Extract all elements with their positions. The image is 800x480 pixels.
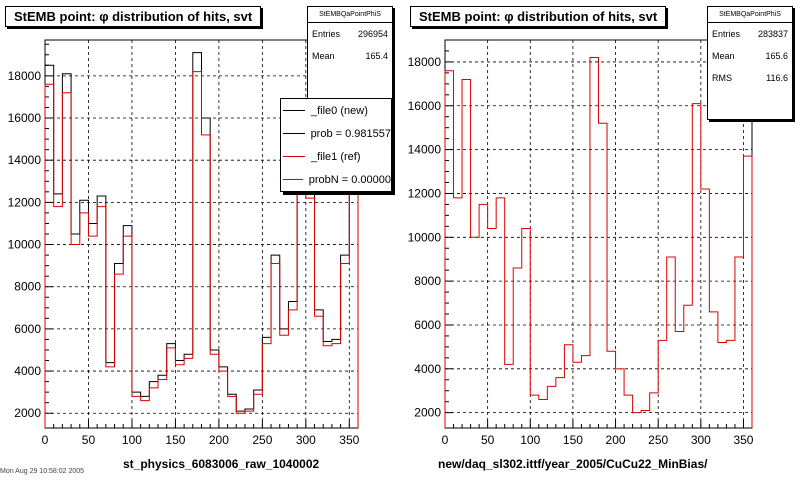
right-xtick-label: 100 bbox=[520, 433, 540, 447]
left-xtick-label: 350 bbox=[339, 433, 359, 447]
right-stats-name: StEMBQaPointPhiS bbox=[708, 7, 792, 23]
left-stats-label: Mean bbox=[312, 51, 335, 61]
right-ytick-label: 4000 bbox=[414, 362, 441, 376]
legend-label: _file0 (new) bbox=[311, 104, 368, 117]
right-ytick-label: 10000 bbox=[408, 230, 442, 244]
right-stats-box: StEMBQaPointPhiS Entries 283837 Mean 165… bbox=[707, 6, 793, 120]
right-ytick-label: 16000 bbox=[408, 99, 442, 113]
left-legend: _file0 (new) prob = 0.981557 _file1 (ref… bbox=[280, 98, 392, 192]
right-stats-rms: RMS 116.6 bbox=[708, 67, 792, 89]
left-stats-value: 296954 bbox=[357, 29, 388, 39]
legend-line bbox=[283, 156, 305, 157]
right-stats-value: 116.6 bbox=[766, 73, 788, 83]
right-xtick-label: 50 bbox=[481, 433, 495, 447]
left-xtick-label: 250 bbox=[252, 433, 272, 447]
right-xtick-label: 200 bbox=[606, 433, 626, 447]
right-xtick-label: 0 bbox=[442, 433, 449, 447]
left-stats-label: Entries bbox=[312, 29, 341, 39]
right-ytick-label: 6000 bbox=[414, 318, 441, 332]
left-ytick-label: 10000 bbox=[8, 238, 42, 252]
legend-line bbox=[283, 133, 305, 134]
right-ytick-label: 2000 bbox=[414, 406, 441, 420]
left-stats-value: 165.4 bbox=[365, 51, 388, 61]
right-stats-value: 283837 bbox=[757, 29, 788, 39]
legend-entry-prob: prob = 0.981557 bbox=[281, 122, 391, 145]
right-stats-mean: Mean 165.6 bbox=[708, 45, 792, 67]
left-x-caption: st_physics_6083006_raw_1040002 bbox=[123, 457, 320, 471]
right-x-caption: new/daq_sl302.ittf/year_2005/CuCu22_MinB… bbox=[438, 457, 708, 471]
legend-entry-probn: probN = 0.00000 bbox=[281, 168, 391, 191]
right-hist-file1-ref bbox=[444, 57, 753, 428]
right-ytick-label: 8000 bbox=[414, 274, 441, 288]
right-stats-entries: Entries 283837 bbox=[708, 23, 792, 45]
legend-label: prob = 0.981557 bbox=[310, 127, 391, 140]
legend-entry-file0: _file0 (new) bbox=[281, 99, 391, 122]
left-ytick-label: 12000 bbox=[8, 195, 42, 209]
left-stats-box: StEMBQaPointPhiS Entries 296954 Mean 165… bbox=[307, 6, 393, 108]
right-ytick-label: 14000 bbox=[408, 143, 442, 157]
left-ytick-label: 16000 bbox=[8, 111, 42, 125]
right-stats-value: 165.6 bbox=[765, 51, 788, 61]
left-xtick-label: 150 bbox=[165, 433, 185, 447]
right-xtick-label: 250 bbox=[648, 433, 668, 447]
left-stats-mean: Mean 165.4 bbox=[308, 45, 392, 67]
left-stats-entries: Entries 296954 bbox=[308, 23, 392, 45]
left-stats-name: StEMBQaPointPhiS bbox=[308, 7, 392, 23]
left-ytick-label: 8000 bbox=[14, 280, 41, 294]
right-ytick-label: 18000 bbox=[408, 55, 442, 69]
right-ytick-label: 12000 bbox=[408, 186, 442, 200]
left-ytick-label: 6000 bbox=[14, 322, 41, 336]
legend-label: probN = 0.00000 bbox=[308, 173, 391, 186]
left-xtick-label: 50 bbox=[82, 433, 96, 447]
right-stats-label: RMS bbox=[712, 73, 732, 83]
left-ytick-label: 18000 bbox=[8, 69, 42, 83]
left-ytick-label: 2000 bbox=[14, 406, 41, 420]
right-xtick-label: 350 bbox=[733, 433, 753, 447]
left-xtick-label: 300 bbox=[296, 433, 316, 447]
legend-line bbox=[283, 179, 303, 180]
left-xtick-label: 200 bbox=[209, 433, 229, 447]
legend-entry-file1: _file1 (ref) bbox=[281, 145, 391, 168]
left-ytick-label: 4000 bbox=[14, 364, 41, 378]
left-ytick-label: 14000 bbox=[8, 153, 42, 167]
left-xtick-label: 0 bbox=[42, 433, 49, 447]
timestamp-footer: Mon Aug 29 10:58:02 2005 bbox=[0, 468, 85, 475]
right-stats-label: Mean bbox=[712, 51, 735, 61]
right-stats-label: Entries bbox=[712, 29, 741, 39]
left-xtick-label: 100 bbox=[122, 433, 142, 447]
right-xtick-label: 300 bbox=[691, 433, 711, 447]
legend-line bbox=[283, 110, 305, 111]
left-chart-title: StEMB point: φ distribution of hits, svt bbox=[5, 6, 262, 27]
legend-label: _file1 (ref) bbox=[311, 150, 361, 163]
right-xtick-label: 150 bbox=[563, 433, 583, 447]
right-chart-title: StEMB point: φ distribution of hits, svt bbox=[410, 6, 667, 27]
